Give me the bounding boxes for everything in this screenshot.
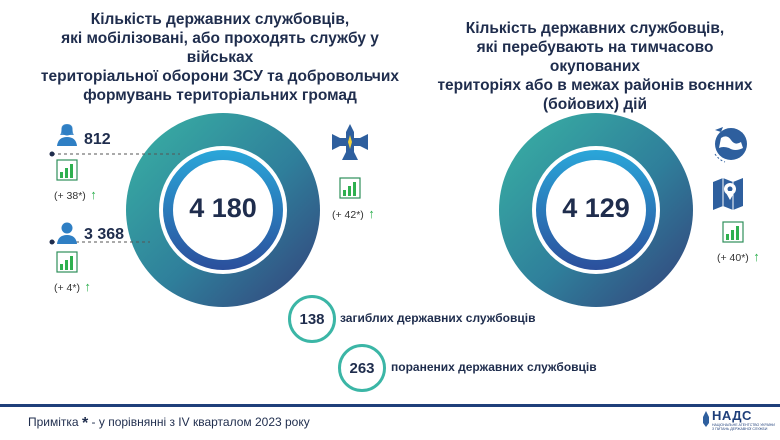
- footnote-star: *: [81, 415, 89, 432]
- right-panel-title: Кількість державних службовців, які пере…: [437, 20, 753, 113]
- female-person-icon: [55, 122, 79, 146]
- right-delta-value: (+ 40*): [717, 252, 749, 264]
- male-count: 3 368: [84, 226, 125, 243]
- male-person-icon: [57, 222, 77, 244]
- bar-chart-icon: [339, 177, 361, 199]
- globe-plane-icon: [714, 127, 747, 163]
- killed-label: загиблих державних службовців: [340, 311, 536, 325]
- right-total-value: 4 129: [562, 193, 630, 223]
- nads-logo-emblem: [703, 411, 709, 427]
- military-cross-icon: [330, 122, 370, 162]
- bar-chart-icon: [56, 251, 78, 273]
- nads-logo-sub1: НАЦІОНАЛЬНЕ АГЕНТСТВО УКРАЇНИ: [712, 423, 775, 427]
- arrow-up-icon: ↑: [84, 279, 91, 294]
- footer-divider: [0, 404, 780, 407]
- male-delta-value: (+ 4*): [54, 282, 80, 294]
- left-donut: [126, 113, 320, 307]
- right-donut: [499, 113, 693, 307]
- map-pin-icon: [713, 178, 743, 210]
- nads-logo-sub2: З ПИТАНЬ ДЕРЖАВНОЇ СЛУЖБИ: [712, 427, 768, 431]
- nads-logo-text: НАДС: [712, 408, 752, 423]
- footnote-prefix: Примітка: [28, 415, 79, 429]
- right-delta: (+ 40*) ↑: [717, 248, 760, 266]
- arrow-up-icon: ↑: [90, 187, 97, 202]
- footnote: Примітка * - у порівнянні з IV кварталом…: [28, 415, 310, 433]
- killed-count-badge: 138: [288, 295, 336, 343]
- cross-delta: (+ 42*) ↑: [332, 205, 375, 223]
- female-delta: (+ 38*) ↑: [54, 186, 97, 204]
- nads-logo: НАДС НАЦІОНАЛЬНЕ АГЕНТСТВО УКРАЇНИ З ПИТ…: [712, 408, 776, 431]
- cross-delta-value: (+ 42*): [332, 209, 364, 221]
- wounded-label: поранених державних службовців: [391, 360, 597, 374]
- bar-chart-icon: [722, 221, 744, 243]
- arrow-up-icon: ↑: [753, 249, 760, 264]
- wounded-count-badge: 263: [338, 344, 386, 392]
- female-count: 812: [84, 131, 111, 148]
- footnote-text: - у порівнянні з IV кварталом 2023 року: [91, 415, 310, 429]
- bar-chart-icon: [56, 159, 78, 181]
- left-total-value: 4 180: [189, 193, 257, 223]
- male-delta: (+ 4*) ↑: [54, 278, 91, 296]
- left-panel-title: Кількість державних службовців, які мобі…: [40, 11, 400, 104]
- female-delta-value: (+ 38*): [54, 190, 86, 202]
- arrow-up-icon: ↑: [368, 206, 375, 221]
